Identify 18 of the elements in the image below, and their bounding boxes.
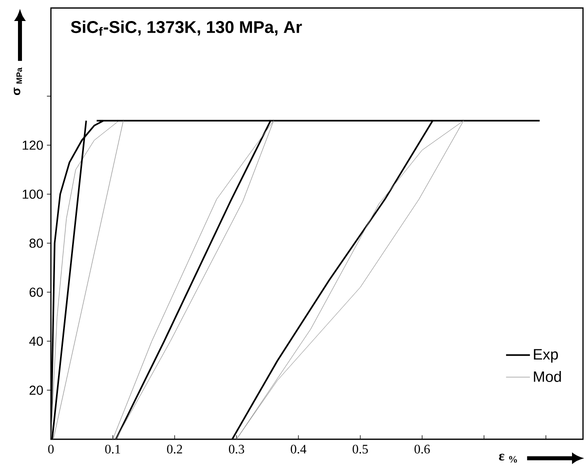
x-tick-label: 0.4 (290, 444, 306, 454)
y-tick-label: 40 (29, 336, 43, 346)
y-tick-label: 80 (30, 238, 43, 248)
legend-label: Mod (534, 370, 561, 382)
y-tick-label: 120 (22, 140, 43, 150)
x-tick-label: 0.1 (105, 444, 120, 454)
x-tick-label: 0.5 (352, 444, 368, 454)
x-tick-label: 0.3 (228, 444, 244, 454)
x-tick-label: 0 (48, 444, 54, 454)
y-tick-label: 60 (30, 288, 43, 297)
y-axis-title: σ $_{MPa}$ (14, 67, 22, 95)
x-axis-title: ε $_{%}$ (499, 454, 517, 463)
x-tick-label: 0.2 (167, 444, 182, 454)
y-tick-label: 100 (22, 190, 43, 199)
y-tick-label: 20 (30, 386, 43, 395)
legend-label: Exp (534, 349, 558, 362)
x-tick-label: 0.6 (414, 444, 430, 454)
text: SiC$_{f}$-SiC, 1373K, 130 MPa, Ar (70, 20, 302, 36)
